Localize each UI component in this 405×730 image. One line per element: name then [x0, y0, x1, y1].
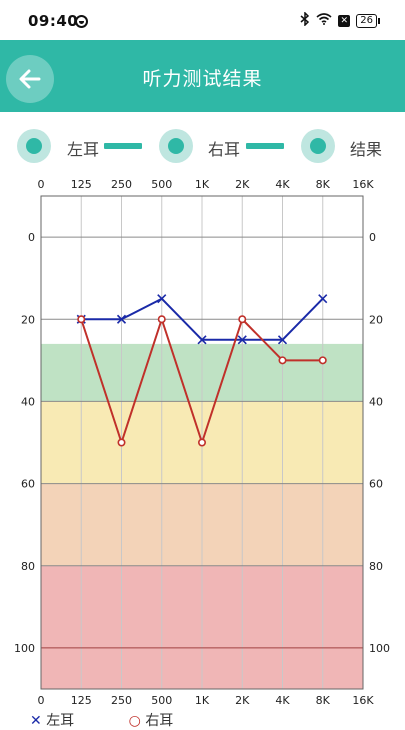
x-tick-bottom-7: 8K — [316, 694, 331, 707]
legend-row: 左耳 右耳 结果 — [0, 126, 405, 166]
x-tick-top-0: 0 — [38, 178, 45, 191]
x-tick-top-3: 500 — [151, 178, 172, 191]
left-ear-line — [104, 143, 142, 149]
x-tick-bottom-6: 4K — [275, 694, 290, 707]
left-ear-radio[interactable] — [17, 129, 51, 163]
y-tick-left-4: 80 — [21, 560, 35, 573]
y-tick-left-3: 60 — [21, 478, 35, 491]
point-x-0-6 — [318, 294, 328, 304]
x-box-icon: ✕ — [338, 15, 351, 27]
x-tick-top-6: 4K — [275, 178, 290, 191]
audiogram-chart: 0 125 250 500 1K 2K 4K 8K 16K 0 125 250 500 1K 2K 4K 8K 1… — [14, 178, 390, 707]
page-title: 听力测试结果 — [142, 68, 263, 90]
y-tick-left-1: 20 — [21, 313, 35, 326]
battery-icon: 26 — [356, 14, 380, 28]
bottom-left-ear-label: 左耳 — [46, 713, 75, 729]
point-o-1-0 — [77, 315, 86, 324]
y-tick-right-2: 40 — [369, 395, 383, 408]
x-tick-bottom-1: 125 — [71, 694, 92, 707]
point-x-0-2 — [157, 294, 167, 304]
notification-icon — [75, 15, 88, 28]
x-tick-bottom-0: 0 — [38, 694, 45, 707]
point-x-0-3 — [197, 335, 207, 345]
y-tick-left-5: 100 — [14, 642, 35, 655]
wifi-icon — [316, 13, 332, 29]
result-radio[interactable] — [301, 129, 335, 163]
point-o-1-2 — [157, 315, 166, 324]
point-o-1-3 — [198, 438, 207, 447]
point-o-1-4 — [238, 315, 247, 324]
y-tick-right-4: 80 — [369, 560, 383, 573]
x-marker-icon: ✕ — [30, 713, 42, 729]
y-tick-right-0: 0 — [369, 231, 376, 244]
result-label: 结果 — [350, 140, 383, 159]
y-tick-right-3: 60 — [369, 478, 383, 491]
right-ear-radio[interactable] — [159, 129, 193, 163]
app-bar: 听力测试结果 — [0, 40, 405, 112]
y-tick-right-1: 20 — [369, 313, 383, 326]
left-ear-label: 左耳 — [67, 140, 100, 159]
right-ear-label: 右耳 — [208, 140, 241, 159]
point-x-0-5 — [277, 335, 288, 345]
right-ear-line — [246, 143, 284, 149]
point-x-stroke-b — [197, 335, 207, 345]
point-x-0-1 — [116, 314, 127, 324]
y-tick-right-5: 100 — [369, 642, 390, 655]
x-tick-top-4: 1K — [195, 178, 210, 191]
point-x-stroke-b — [116, 314, 127, 324]
o-marker-icon: ○ — [128, 713, 141, 729]
back-button[interactable] — [6, 55, 54, 103]
point-x-0-4 — [237, 335, 247, 345]
x-tick-top-1: 125 — [71, 178, 92, 191]
point-x-stroke-b — [237, 335, 247, 345]
bottom-legend: ✕ 左耳 ○ 右耳 — [30, 710, 173, 730]
plot-border — [40, 195, 364, 690]
x-tick-top-7: 8K — [316, 178, 331, 191]
point-x-stroke-b — [157, 294, 167, 304]
x-tick-bottom-4: 1K — [195, 694, 210, 707]
point-x-stroke-b — [318, 294, 328, 304]
x-tick-top-5: 2K — [235, 178, 250, 191]
y-tick-left-2: 40 — [21, 395, 35, 408]
bluetooth-icon — [300, 11, 310, 30]
status-icons: ✕ 26 — [300, 11, 380, 30]
status-time: 09:40 — [28, 12, 79, 30]
point-o-1-6 — [318, 356, 327, 365]
x-tick-bottom-2: 250 — [111, 694, 132, 707]
point-o-1-5 — [278, 356, 287, 365]
x-tick-bottom-8: 16K — [352, 694, 374, 707]
x-tick-top-2: 250 — [111, 178, 132, 191]
x-tick-bottom-3: 500 — [151, 694, 172, 707]
y-tick-left-0: 0 — [28, 231, 35, 244]
point-x-stroke-b — [277, 335, 288, 345]
point-o-1-1 — [117, 438, 126, 447]
status-bar: 09:40 ✕ 26 — [0, 0, 405, 40]
bottom-right-ear-label: 右耳 — [145, 713, 174, 729]
arrow-left-icon — [19, 69, 41, 89]
x-tick-top-8: 16K — [352, 178, 374, 191]
x-tick-bottom-5: 2K — [235, 694, 250, 707]
